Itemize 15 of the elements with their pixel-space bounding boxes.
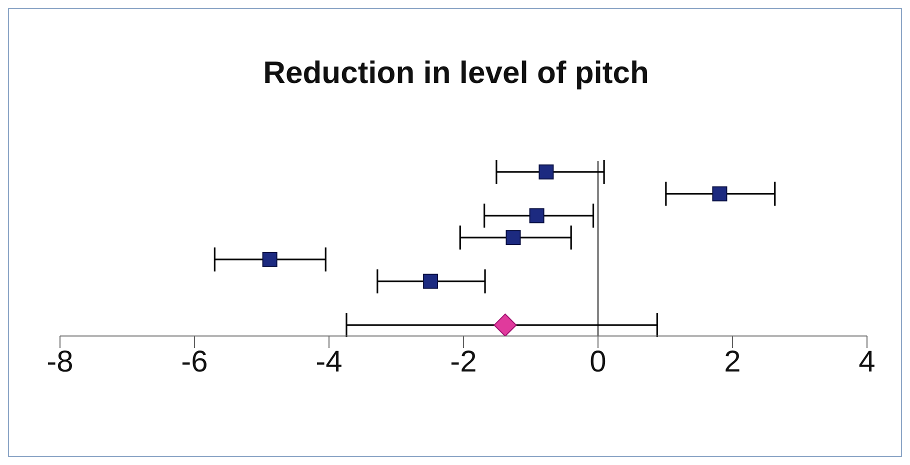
point <box>494 314 517 336</box>
x-tick-label: 4 <box>858 345 876 378</box>
chart-title: Reduction in level of pitch <box>262 55 650 91</box>
x-tick-label: 0 <box>590 345 606 378</box>
x-tick-label: -4 <box>316 345 342 378</box>
point <box>529 208 544 224</box>
point <box>712 186 728 202</box>
x-tick-label: -8 <box>46 345 74 378</box>
x-tick-label: -6 <box>181 345 208 378</box>
point <box>506 230 521 246</box>
point <box>538 164 554 180</box>
x-tick-label: -2 <box>450 345 477 378</box>
point <box>262 252 278 267</box>
point <box>423 274 438 289</box>
x-tick-label: 2 <box>724 345 741 378</box>
